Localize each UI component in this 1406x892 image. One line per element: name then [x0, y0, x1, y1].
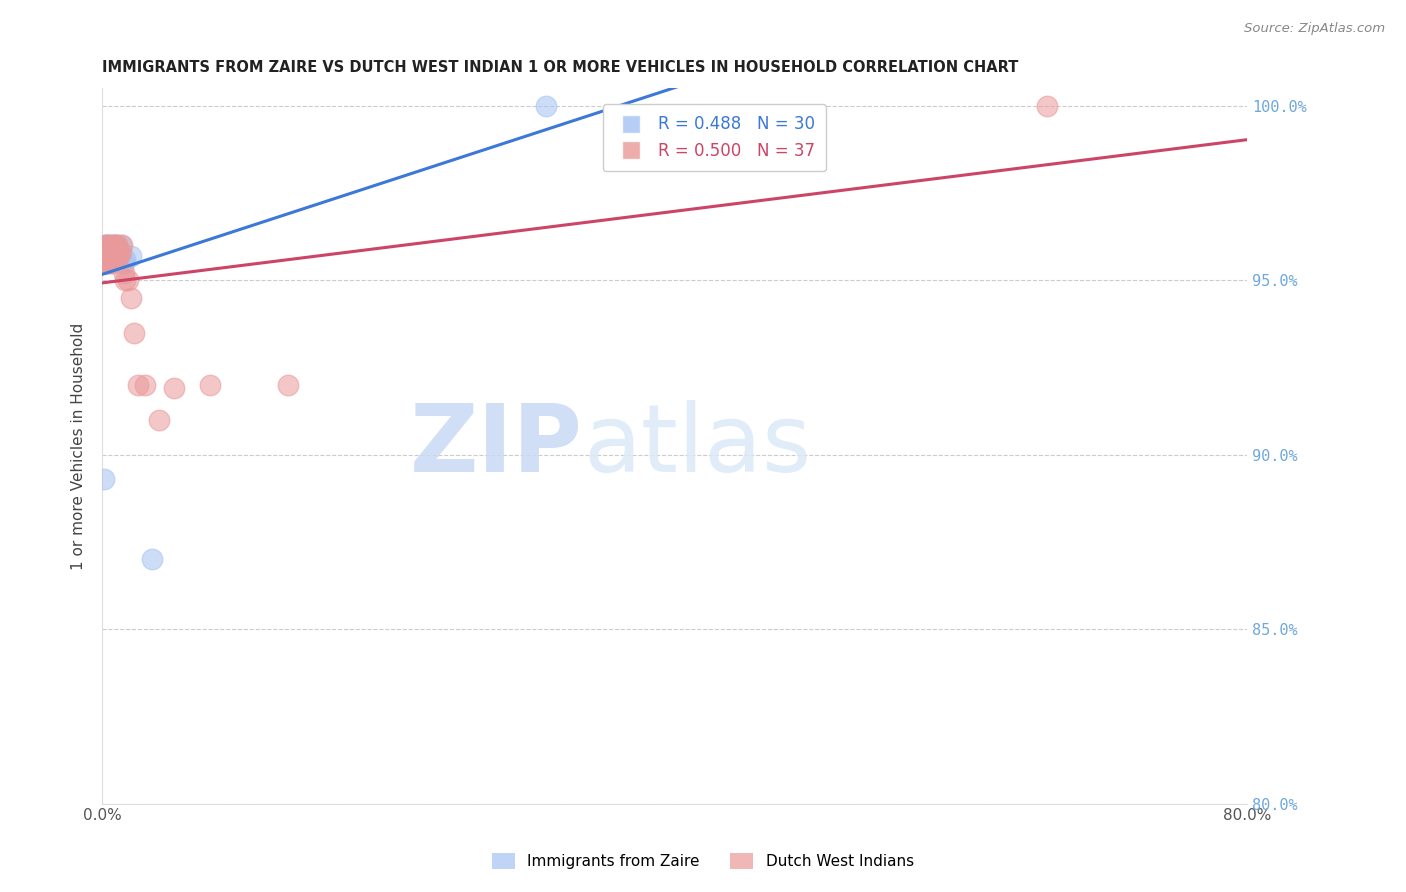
- Point: [94, 256, 117, 270]
- Point: [94, 238, 117, 252]
- Point: [96, 256, 118, 270]
- Point: [122, 326, 145, 340]
- Point: [93, 472, 115, 486]
- Point: [107, 245, 129, 260]
- Point: [100, 256, 122, 270]
- Point: [94, 249, 117, 263]
- Point: [96, 245, 118, 260]
- Point: [101, 249, 124, 263]
- Point: [98, 249, 121, 263]
- Point: [104, 242, 127, 256]
- Point: [134, 377, 156, 392]
- Point: [114, 273, 136, 287]
- Point: [93, 249, 115, 263]
- Point: [104, 249, 127, 263]
- Point: [127, 377, 149, 392]
- Point: [98, 242, 121, 256]
- Point: [103, 245, 125, 260]
- Point: [111, 238, 134, 252]
- Point: [105, 249, 128, 263]
- Point: [97, 256, 120, 270]
- Point: [120, 291, 142, 305]
- Point: [107, 245, 129, 260]
- Legend: Immigrants from Zaire, Dutch West Indians: Immigrants from Zaire, Dutch West Indian…: [486, 847, 920, 875]
- Point: [103, 238, 125, 252]
- Point: [96, 238, 118, 252]
- Point: [141, 552, 163, 566]
- Point: [101, 238, 124, 252]
- Point: [96, 249, 118, 263]
- Legend: R = 0.488   N = 30, R = 0.500   N = 37: R = 0.488 N = 30, R = 0.500 N = 37: [603, 103, 827, 171]
- Point: [108, 249, 131, 263]
- Point: [103, 238, 125, 252]
- Point: [198, 377, 221, 392]
- Text: IMMIGRANTS FROM ZAIRE VS DUTCH WEST INDIAN 1 OR MORE VEHICLES IN HOUSEHOLD CORRE: IMMIGRANTS FROM ZAIRE VS DUTCH WEST INDI…: [103, 60, 1018, 75]
- Point: [1035, 99, 1057, 113]
- Point: [97, 238, 120, 252]
- Point: [105, 249, 128, 263]
- Point: [117, 273, 139, 287]
- Point: [112, 256, 135, 270]
- Point: [100, 249, 122, 263]
- Point: [104, 249, 127, 263]
- Point: [93, 256, 115, 270]
- Text: ZIP: ZIP: [411, 400, 583, 492]
- Point: [534, 99, 557, 113]
- Point: [97, 245, 120, 260]
- Point: [100, 238, 122, 252]
- Point: [114, 252, 136, 267]
- Point: [98, 238, 121, 252]
- Point: [110, 238, 132, 252]
- Point: [103, 249, 125, 263]
- Point: [100, 249, 122, 263]
- Point: [105, 238, 128, 252]
- Point: [163, 381, 186, 395]
- Point: [105, 238, 128, 252]
- Point: [110, 245, 132, 260]
- Y-axis label: 1 or more Vehicles in Household: 1 or more Vehicles in Household: [72, 322, 86, 570]
- Point: [98, 249, 121, 263]
- Point: [148, 413, 170, 427]
- Point: [108, 249, 131, 263]
- Text: atlas: atlas: [583, 400, 811, 492]
- Point: [112, 266, 135, 280]
- Point: [120, 249, 142, 263]
- Point: [94, 238, 117, 252]
- Point: [104, 238, 127, 252]
- Point: [93, 249, 115, 263]
- Point: [101, 245, 124, 260]
- Point: [100, 242, 122, 256]
- Point: [97, 249, 120, 263]
- Point: [96, 238, 118, 252]
- Text: Source: ZipAtlas.com: Source: ZipAtlas.com: [1244, 22, 1385, 36]
- Point: [277, 377, 299, 392]
- Point: [98, 252, 121, 267]
- Point: [101, 256, 124, 270]
